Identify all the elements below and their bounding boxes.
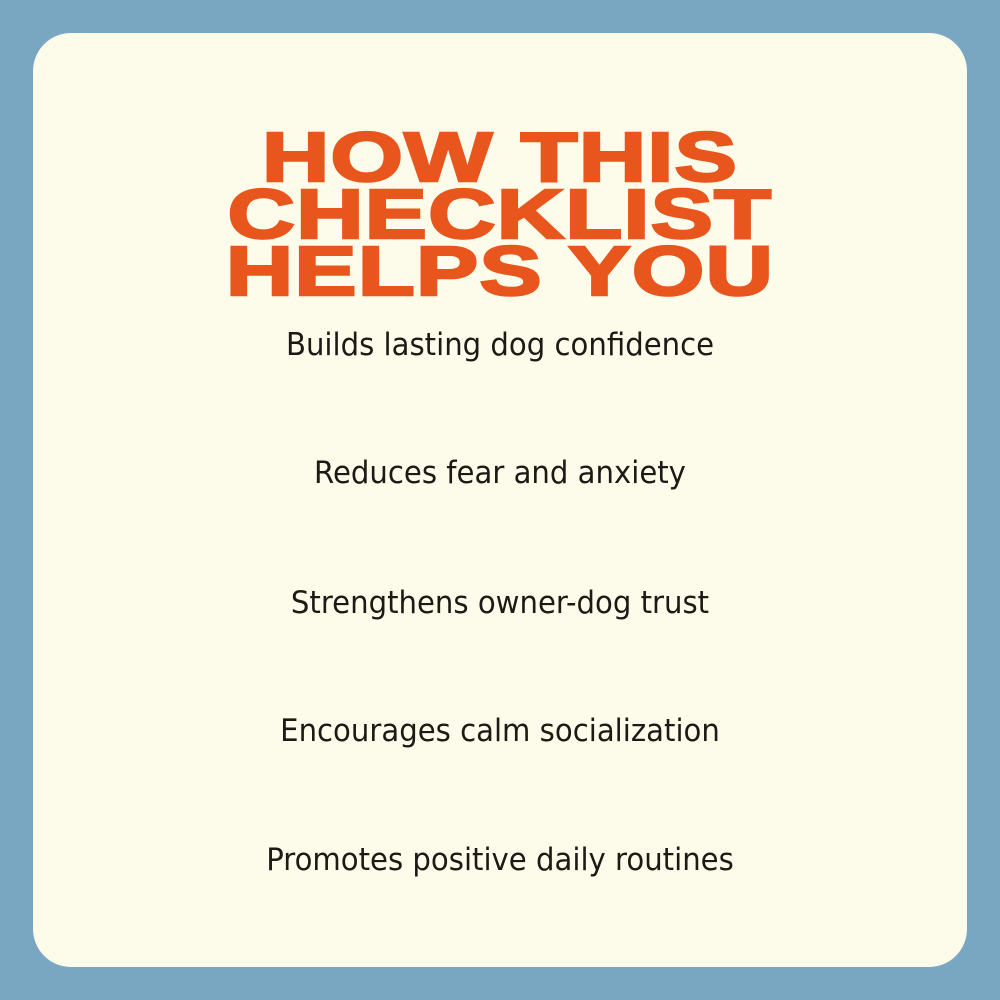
title-line: CHECKLIST <box>226 175 773 253</box>
benefit-item: Encourages calm socialization <box>280 713 720 749</box>
benefit-item: Promotes positive daily routines <box>266 842 734 878</box>
title-line: HOW THIS <box>260 118 739 196</box>
benefit-item: Reduces fear and anxiety <box>314 455 686 491</box>
benefit-item: Builds lasting dog confidence <box>285 327 715 363</box>
card: HOW THIS CHECKLIST HELPS YOU Builds last… <box>33 33 967 967</box>
title: HOW THIS CHECKLIST HELPS YOU <box>33 121 967 308</box>
title-line: HELPS YOU <box>224 232 775 310</box>
benefit-item: Strengthens owner-dog trust <box>290 585 710 621</box>
